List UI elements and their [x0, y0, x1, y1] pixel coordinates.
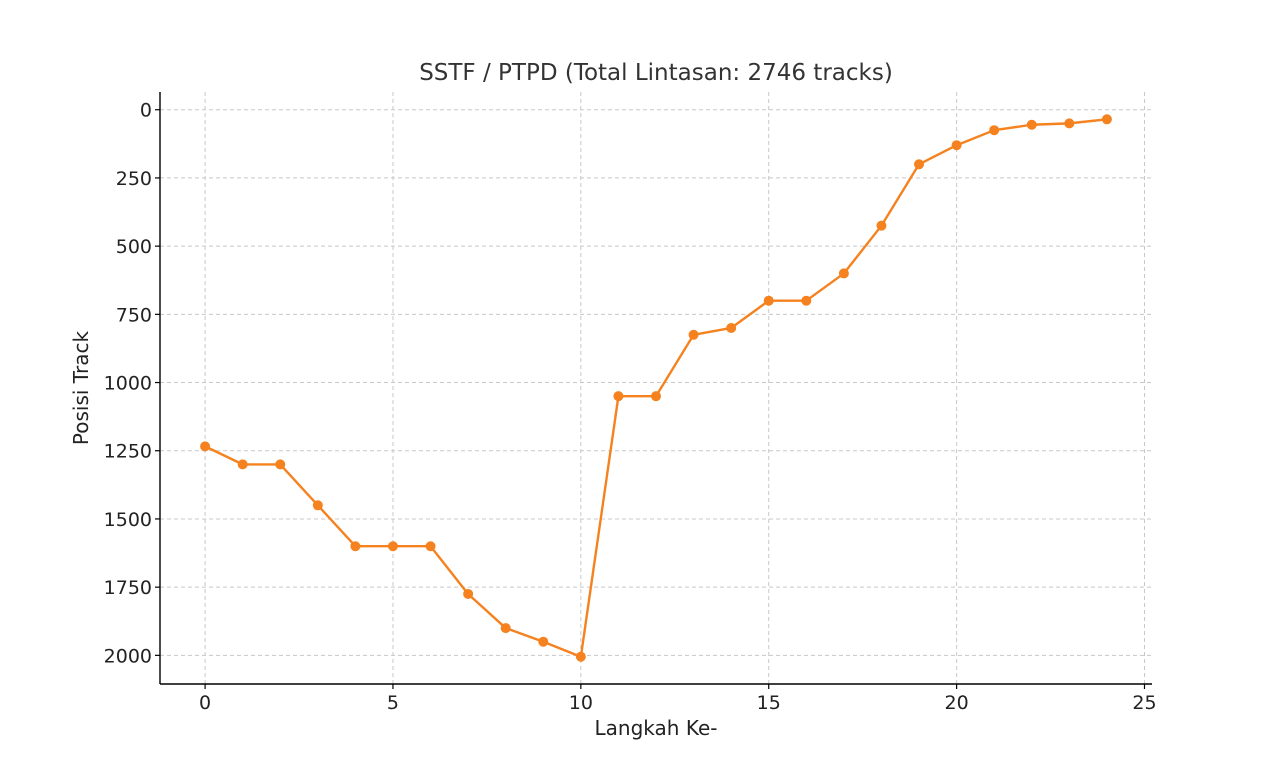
- y-tick-label: 750: [116, 304, 152, 326]
- data-point: [688, 329, 699, 340]
- y-tick-label: 2000: [104, 645, 152, 667]
- x-tick-label: 5: [387, 692, 399, 714]
- y-tick-label: 0: [140, 100, 152, 122]
- y-tick-label: 250: [116, 168, 152, 190]
- data-point: [463, 588, 474, 599]
- data-point: [200, 441, 211, 452]
- data-point: [763, 295, 774, 306]
- data-point: [726, 322, 737, 333]
- data-point: [275, 459, 286, 470]
- data-point: [613, 391, 624, 402]
- data-point: [538, 636, 549, 647]
- y-tick-label: 1250: [104, 441, 152, 463]
- data-point: [838, 268, 849, 279]
- data-point: [989, 125, 1000, 136]
- y-tick-label: 1500: [104, 509, 152, 531]
- series-line: [204, 118, 1108, 658]
- x-tick-label: 0: [199, 692, 211, 714]
- y-axis-label: Posisi Track: [69, 330, 93, 445]
- x-axis-label: Langkah Ke-: [595, 716, 718, 740]
- x-tick-label: 25: [1132, 692, 1156, 714]
- x-tick-label: 10: [569, 692, 593, 714]
- data-point: [914, 159, 925, 170]
- series-layer: [200, 114, 1112, 662]
- data-point: [237, 459, 248, 470]
- data-point: [350, 541, 361, 552]
- data-point: [312, 500, 323, 511]
- y-tick-label: 1000: [104, 373, 152, 395]
- data-point: [1101, 114, 1112, 125]
- x-tick-label: 20: [945, 692, 969, 714]
- data-point: [876, 220, 887, 231]
- data-point: [575, 651, 586, 662]
- data-point: [801, 295, 812, 306]
- axes-layer: [159, 92, 1152, 685]
- grid-layer: [160, 92, 1152, 684]
- data-point: [387, 541, 398, 552]
- data-point: [425, 541, 436, 552]
- data-point: [651, 391, 661, 402]
- data-point: [1026, 119, 1037, 130]
- data-point: [951, 140, 962, 151]
- chart-title: SSTF / PTPD (Total Lintasan: 2746 tracks…: [419, 60, 893, 86]
- data-point: [500, 623, 511, 634]
- y-tick-label: 500: [116, 236, 152, 258]
- data-point: [1064, 118, 1075, 129]
- x-tick-label: 15: [757, 692, 781, 714]
- y-tick-label: 1750: [104, 577, 152, 599]
